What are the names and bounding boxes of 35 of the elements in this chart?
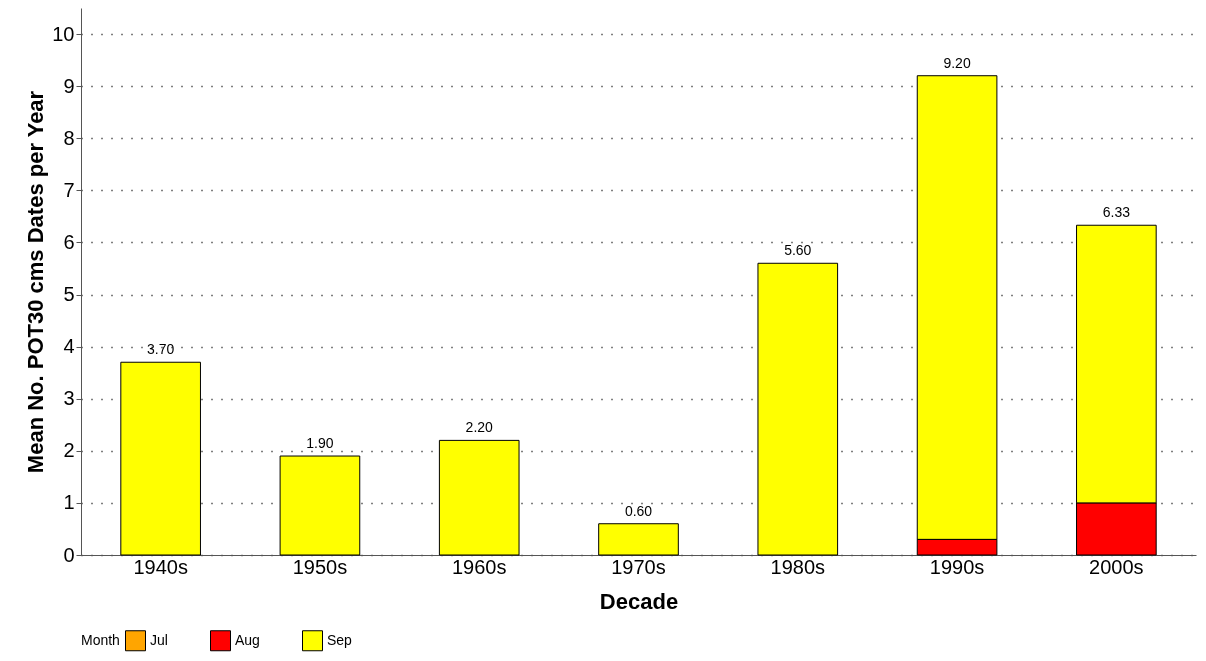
total-label: 5.60	[784, 242, 812, 259]
bar	[757, 262, 839, 556]
bar	[598, 523, 679, 556]
legend-label: Jul	[150, 631, 168, 648]
total-label: 6.33	[1102, 204, 1131, 221]
x-tick-label: 1970s	[611, 555, 666, 578]
bar	[279, 455, 361, 556]
y-tick-label: 10	[52, 22, 75, 45]
y-tick-label: 5	[63, 283, 75, 306]
y-tick-label: 7	[63, 178, 75, 201]
legend-title: Month	[81, 632, 120, 648]
y-tick-label: 6	[63, 230, 75, 253]
y-tick-label: 9	[63, 74, 75, 97]
y-tick-label: 1	[63, 491, 75, 514]
legend-label: Sep	[327, 631, 353, 648]
y-tick-label: 4	[63, 335, 75, 358]
x-tick-label: 1990s	[929, 555, 985, 578]
y-tick-label: 3	[63, 387, 75, 410]
x-tick-label: 1950s	[292, 555, 348, 578]
x-axis-title: Decade	[599, 588, 679, 614]
x-tick-label: 2000s	[1089, 555, 1144, 578]
bar	[438, 439, 520, 556]
total-label: 3.70	[147, 341, 175, 358]
y-tick-label: 0	[63, 543, 75, 566]
total-label: 1.90	[306, 435, 334, 452]
x-tick-label: 1960s	[451, 555, 507, 578]
x-tick-label: 1980s	[770, 555, 826, 578]
y-tick-label: 8	[63, 126, 75, 149]
total-label: 2.20	[465, 419, 494, 436]
x-tick-label: 1940s	[133, 555, 188, 578]
total-label: 0.60	[624, 502, 653, 519]
legend-label: Aug	[235, 631, 260, 648]
y-axis-title: Mean No. POT30 cms Dates per Year	[23, 90, 49, 474]
y-tick-label: 2	[63, 439, 75, 462]
total-label: 9.20	[943, 54, 971, 71]
